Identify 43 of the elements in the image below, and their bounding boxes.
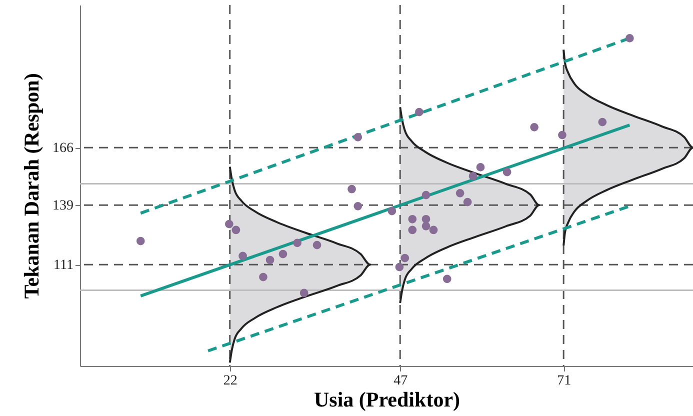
point xyxy=(238,252,247,260)
point xyxy=(354,202,362,210)
point xyxy=(422,222,430,230)
point xyxy=(232,226,240,234)
point xyxy=(136,236,145,246)
point xyxy=(278,250,288,258)
point xyxy=(408,214,417,224)
point xyxy=(312,240,322,250)
point xyxy=(476,163,485,172)
point xyxy=(558,130,566,140)
point xyxy=(266,256,274,264)
point xyxy=(625,34,634,42)
x-axis-title: Usia (Prediktor) xyxy=(314,388,460,412)
point xyxy=(395,262,404,272)
point xyxy=(388,206,396,216)
point xyxy=(463,198,472,206)
point xyxy=(348,184,356,194)
y-axis-title: Tekanan Darah (Respon) xyxy=(20,73,44,299)
point xyxy=(442,274,452,284)
point xyxy=(400,254,410,262)
point xyxy=(224,220,234,228)
point xyxy=(354,133,362,142)
x-tick-label: 47 xyxy=(394,374,408,388)
y-tick-label: 111 xyxy=(54,258,74,274)
line-series xyxy=(562,48,693,247)
point xyxy=(422,214,430,224)
y-tick-label: 139 xyxy=(52,198,74,214)
line-series xyxy=(228,166,372,364)
point xyxy=(415,108,424,116)
point xyxy=(502,168,512,176)
x-tick-label: 71 xyxy=(557,374,572,388)
point xyxy=(598,118,607,126)
point xyxy=(429,226,438,234)
point xyxy=(468,172,478,180)
point xyxy=(530,123,538,132)
y-tick-label: 166 xyxy=(52,141,74,156)
point xyxy=(293,238,302,248)
point xyxy=(456,188,464,198)
point xyxy=(422,190,430,200)
x-tick-label: 22 xyxy=(223,374,238,388)
point xyxy=(300,288,308,298)
point xyxy=(408,226,417,234)
point xyxy=(259,272,268,282)
